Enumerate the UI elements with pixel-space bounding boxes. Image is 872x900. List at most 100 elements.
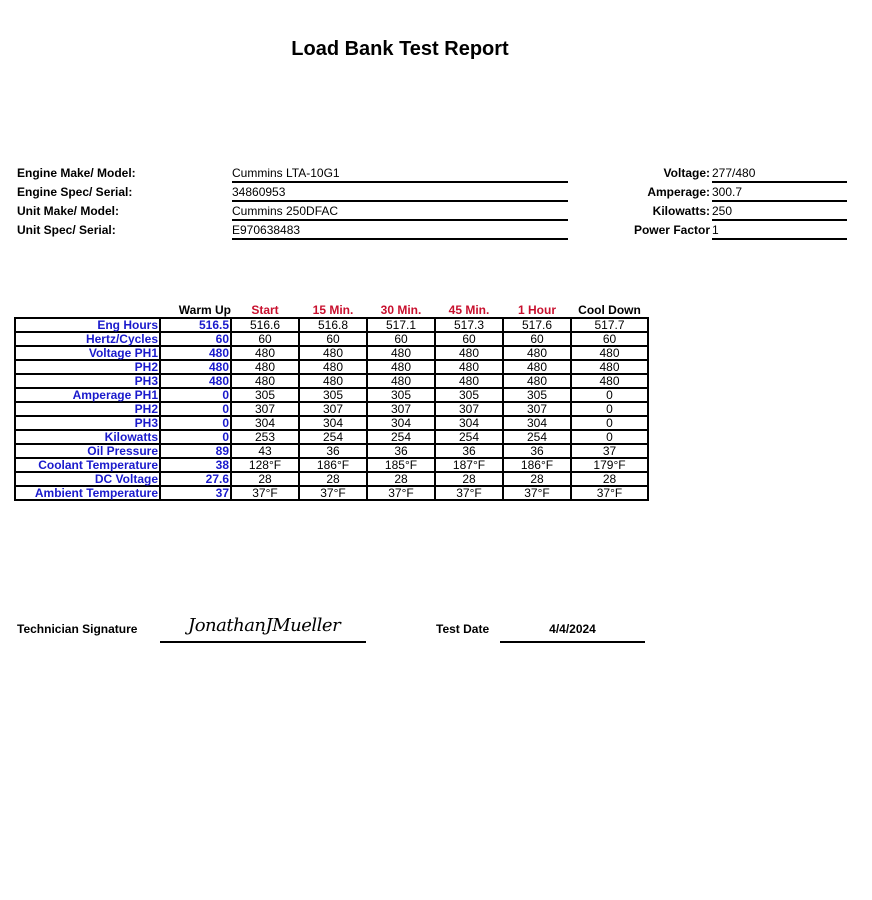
rating-value: 300.7 <box>712 185 847 202</box>
info-value: 34860953 <box>232 185 568 202</box>
table-cell: 253 <box>230 429 300 445</box>
table-cell: 480 <box>570 359 649 375</box>
table-cell: 517.3 <box>434 317 504 333</box>
row-label: DC Voltage <box>14 471 161 487</box>
table-cell: 36 <box>366 443 436 459</box>
table-cell: 36 <box>434 443 504 459</box>
table-cell: 187°F <box>434 457 504 473</box>
table-cell: 480 <box>366 345 436 361</box>
table-cell: 37 <box>159 485 232 501</box>
table-cell: 304 <box>298 415 368 431</box>
column-header: Start <box>251 302 279 317</box>
table-row: Kilowatts 0 253 254 254 254 254 0 <box>14 429 649 445</box>
table-cell: 0 <box>159 401 232 417</box>
column-header: 45 Min. <box>448 302 490 317</box>
table-cell: 480 <box>298 373 368 389</box>
column-header: Cool Down <box>578 302 641 317</box>
test-date-label: Test Date <box>436 622 490 636</box>
row-label: Hertz/Cycles <box>14 331 161 347</box>
table-cell: 305 <box>230 387 300 403</box>
table-cell: 517.1 <box>366 317 436 333</box>
table-cell: 307 <box>366 401 436 417</box>
technician-signature: JonathanJMueller <box>188 615 341 636</box>
rating-label: Amperage: <box>647 185 710 199</box>
table-row: PH3 0 304 304 304 304 304 0 <box>14 415 649 431</box>
row-label: Oil Pressure <box>14 443 161 459</box>
test-date-value: 4/4/2024 <box>500 622 645 643</box>
table-cell: 480 <box>230 345 300 361</box>
table-cell: 0 <box>570 387 649 403</box>
column-header: Warm Up <box>178 302 231 317</box>
table-row: PH2 480 480 480 480 480 480 480 <box>14 359 649 375</box>
table-row: PH3 480 480 480 480 480 480 480 <box>14 373 649 389</box>
table-cell: 480 <box>298 345 368 361</box>
table-cell: 60 <box>159 331 232 347</box>
info-value: Cummins 250DFAC <box>232 204 568 221</box>
signature-label: Technician Signature <box>17 622 138 636</box>
table-cell: 517.6 <box>502 317 572 333</box>
row-label: Eng Hours <box>14 317 161 333</box>
table-cell: 480 <box>298 359 368 375</box>
test-data-table: Warm Up Start 15 Min. 30 Min. 45 Min. 1 Hour C… <box>14 302 649 501</box>
table-cell: 0 <box>570 429 649 445</box>
info-label: Engine Make/ Model: <box>17 166 136 180</box>
info-value: Cummins LTA-10G1 <box>232 166 568 183</box>
row-label: PH3 <box>14 373 161 389</box>
table-cell: 37°F <box>502 485 572 501</box>
table-cell: 0 <box>159 429 232 445</box>
table-cell: 36 <box>502 443 572 459</box>
table-cell: 186°F <box>298 457 368 473</box>
table-cell: 307 <box>502 401 572 417</box>
table-cell: 304 <box>230 415 300 431</box>
table-cell: 28 <box>502 471 572 487</box>
row-label: PH3 <box>14 415 161 431</box>
table-cell: 254 <box>434 429 504 445</box>
table-cell: 186°F <box>502 457 572 473</box>
rating-value: 277/480 <box>712 166 847 183</box>
table-cell: 37°F <box>298 485 368 501</box>
page-title: Load Bank Test Report <box>291 38 509 60</box>
row-label: Coolant Temperature <box>14 457 161 473</box>
signature-line <box>160 641 366 643</box>
table-cell: 480 <box>159 359 232 375</box>
table-cell: 516.6 <box>230 317 300 333</box>
table-cell: 305 <box>502 387 572 403</box>
table-cell: 28 <box>366 471 436 487</box>
table-cell: 517.7 <box>570 317 649 333</box>
table-cell: 480 <box>434 359 504 375</box>
table-row: Oil Pressure 89 43 36 36 36 36 37 <box>14 443 649 459</box>
row-label: Voltage PH1 <box>14 345 161 361</box>
table-cell: 254 <box>298 429 368 445</box>
table-cell: 0 <box>570 401 649 417</box>
column-header: 30 Min. <box>380 302 422 317</box>
table-cell: 179°F <box>570 457 649 473</box>
info-value: E970638483 <box>232 223 568 240</box>
table-cell: 89 <box>159 443 232 459</box>
table-cell: 480 <box>502 359 572 375</box>
table-cell: 304 <box>434 415 504 431</box>
info-label: Unit Spec/ Serial: <box>17 223 116 237</box>
rating-label: Voltage: <box>663 166 710 180</box>
table-cell: 128°F <box>230 457 300 473</box>
table-cell: 480 <box>570 345 649 361</box>
table-cell: 480 <box>230 373 300 389</box>
table-cell: 37°F <box>230 485 300 501</box>
table-cell: 480 <box>159 345 232 361</box>
table-cell: 480 <box>434 345 504 361</box>
row-label: Kilowatts <box>14 429 161 445</box>
table-cell: 254 <box>366 429 436 445</box>
table-cell: 28 <box>434 471 504 487</box>
table-cell: 28 <box>230 471 300 487</box>
table-cell: 304 <box>366 415 436 431</box>
table-cell: 37 <box>570 443 649 459</box>
row-label: PH2 <box>14 401 161 417</box>
rating-value: 250 <box>712 204 847 221</box>
table-cell: 307 <box>434 401 504 417</box>
table-row: DC Voltage 27.6 28 28 28 28 28 28 <box>14 471 649 487</box>
table-cell: 37°F <box>434 485 504 501</box>
table-cell: 60 <box>434 331 504 347</box>
table-cell: 38 <box>159 457 232 473</box>
info-label: Unit Make/ Model: <box>17 204 120 218</box>
rating-label: Power Factor <box>633 223 710 237</box>
table-cell: 480 <box>502 373 572 389</box>
